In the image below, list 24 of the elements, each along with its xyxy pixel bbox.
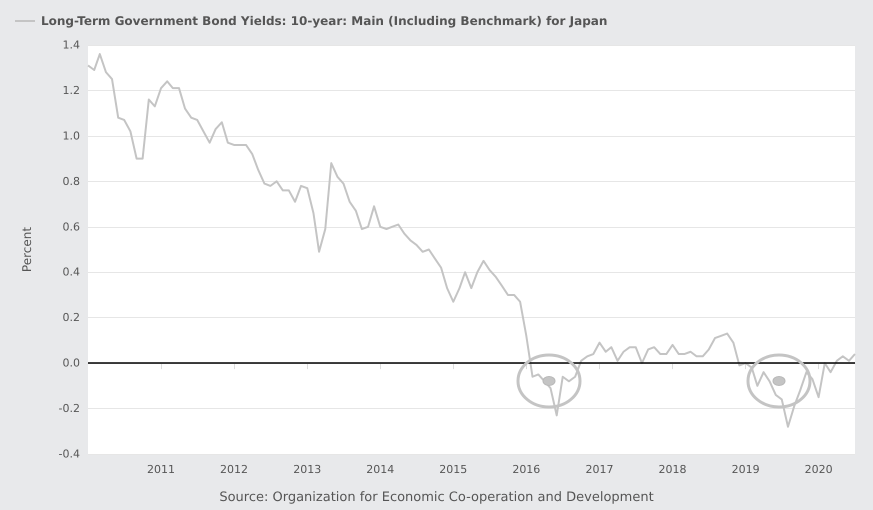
x-tick-label: 2016 bbox=[512, 463, 540, 476]
y-tick-label: 0.0 bbox=[62, 356, 80, 370]
y-tick-label: 1.4 bbox=[62, 38, 80, 52]
source-note: Source: Organization for Economic Co-operation and Development bbox=[218, 490, 655, 505]
legend-label: Long-Term Government Bond Yields: 10-year: Main (Including Benchmark) for Japan bbox=[41, 14, 608, 28]
y-tick-label: 1.2 bbox=[62, 84, 80, 97]
y-tick-label: 0.8 bbox=[62, 174, 80, 188]
x-tick-label: 2020 bbox=[804, 463, 833, 476]
x-tick-label: 2012 bbox=[220, 463, 248, 476]
x-tick-label: 2015 bbox=[439, 463, 468, 476]
x-tick-label: 2013 bbox=[293, 463, 322, 476]
y-tick-label: -0.4 bbox=[58, 448, 80, 460]
x-tick-label: 2017 bbox=[586, 463, 614, 476]
x-tick-label: 2011 bbox=[147, 463, 176, 476]
x-tick-label: 2014 bbox=[366, 463, 394, 476]
x-tick-label: 2018 bbox=[658, 463, 687, 476]
y-tick-label: 0.2 bbox=[62, 311, 80, 324]
y-tick-label: 0.4 bbox=[62, 266, 80, 279]
x-tick-label: 2019 bbox=[732, 463, 760, 476]
y-tick-label: 1.0 bbox=[62, 129, 80, 142]
y-tick-label: 0.6 bbox=[62, 220, 80, 234]
y-axis-title: Percent bbox=[20, 226, 34, 272]
line-series bbox=[87, 53, 856, 428]
y-tick-label: -0.2 bbox=[58, 402, 80, 416]
